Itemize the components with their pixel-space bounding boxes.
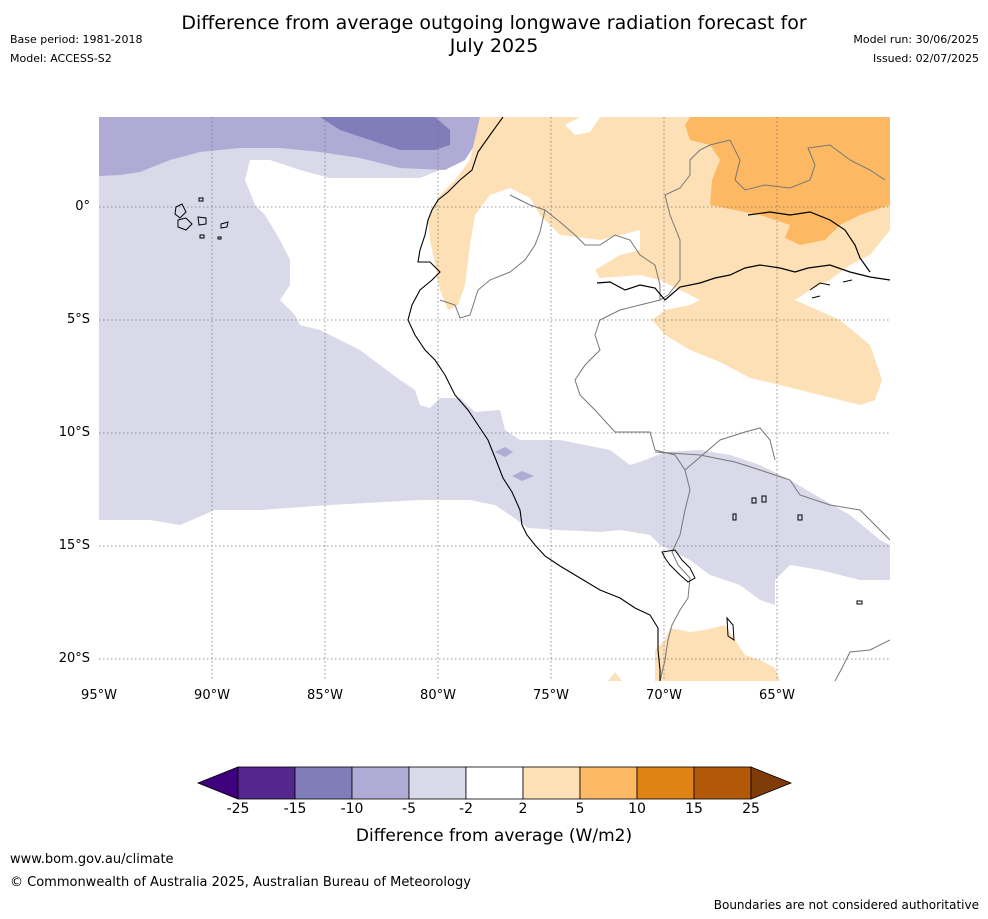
border-colombia-brazil (509, 139, 731, 301)
colorbar-segment (636, 766, 695, 800)
border-peru-brazil (574, 299, 691, 626)
colorbar-label: Difference from average (W/m2) (355, 826, 633, 846)
footer-url: www.bom.gov.au/climate (10, 852, 174, 867)
field-pos5-northeast (685, 117, 890, 245)
colorbar-segment (693, 766, 752, 800)
lake-poopo (726, 616, 735, 641)
colorbar-tick-label: -5 (402, 801, 416, 817)
coastline-pacific (407, 117, 661, 681)
colorbar-segment (237, 766, 296, 800)
lon-label-75w: 75°W (533, 688, 569, 703)
lat-label-15s: 15°S (58, 538, 90, 553)
river-negro (747, 211, 871, 273)
colorbar-tick-label: 10 (628, 801, 646, 817)
base-period: Base period: 1981-2018 (10, 33, 143, 46)
border-venezuela (729, 139, 886, 191)
lake-titicaca (661, 549, 696, 583)
field-neg10-core (320, 117, 450, 150)
lat-label-5s: 5°S (66, 312, 90, 327)
colorbar (196, 766, 793, 800)
river-amazon (596, 264, 890, 301)
field-neg2-west (99, 117, 890, 605)
field-neutral-pocket (565, 117, 600, 135)
lon-label-65w: 65°W (759, 688, 795, 703)
map-fields (99, 117, 890, 681)
colorbar-tick-label: -10 (340, 801, 364, 817)
field-pos2-south-2 (608, 672, 622, 681)
field-pos2-south (655, 625, 780, 681)
meta-left: Base period: 1981-2018 Model: ACCESS-S2 (10, 30, 142, 68)
border-bolivia (654, 427, 890, 541)
lon-label-95w: 95°W (81, 688, 117, 703)
boundaries (174, 117, 890, 681)
colorbar-tick-label: 5 (575, 801, 585, 817)
footer-disclaimer: Boundaries are not considered authoritat… (713, 898, 979, 912)
lat-label-0: 0° (75, 199, 90, 214)
colorbar-tick-label: -15 (283, 801, 307, 817)
lon-label-70w: 70°W (646, 688, 682, 703)
colorbar-segment (294, 766, 353, 800)
lat-label-10s: 10°S (58, 425, 90, 440)
field-neg5-spot-1 (495, 447, 513, 457)
colorbar-tick-label: -2 (459, 801, 473, 817)
colorbar-segment (408, 766, 467, 800)
lat-label-20s: 20°S (58, 651, 90, 666)
meta-right: Model run: 30/06/2025 Issued: 02/07/2025 (853, 30, 979, 68)
lon-label-80w: 80°W (420, 688, 456, 703)
colorbar-extend-low (196, 766, 239, 800)
footer-copyright: © Commonwealth of Australia 2025, Austra… (10, 875, 471, 890)
lakes-bolivia (732, 495, 863, 605)
issued-date: Issued: 02/07/2025 (872, 52, 979, 65)
model-name: Model: ACCESS-S2 (10, 52, 112, 65)
colorbar-segment (522, 766, 581, 800)
colorbar-tick-label: 15 (685, 801, 703, 817)
model-run: Model run: 30/06/2025 (853, 33, 979, 46)
colorbar-tick-label: -25 (226, 801, 250, 817)
colorbar-extend-high (750, 766, 793, 800)
galapagos-islands (174, 197, 229, 240)
border-chile-bolivia (659, 624, 890, 681)
lon-label-85w: 85°W (307, 688, 343, 703)
border-ecuador-peru (439, 209, 656, 319)
title-line-2: July 2025 (449, 35, 539, 57)
chart-title: Difference from average outgoing longwav… (0, 12, 988, 58)
river-segment-1 (809, 279, 853, 299)
field-neg5-spot-2 (512, 471, 534, 481)
title-line-1: Difference from average outgoing longwav… (181, 12, 807, 34)
colorbar-tick-label: 25 (742, 801, 760, 817)
colorbar-segment (579, 766, 638, 800)
lon-label-90w: 90°W (194, 688, 230, 703)
colorbar-tick-label: 2 (518, 801, 528, 817)
colorbar-segment (465, 766, 524, 800)
colorbar-segment (351, 766, 410, 800)
